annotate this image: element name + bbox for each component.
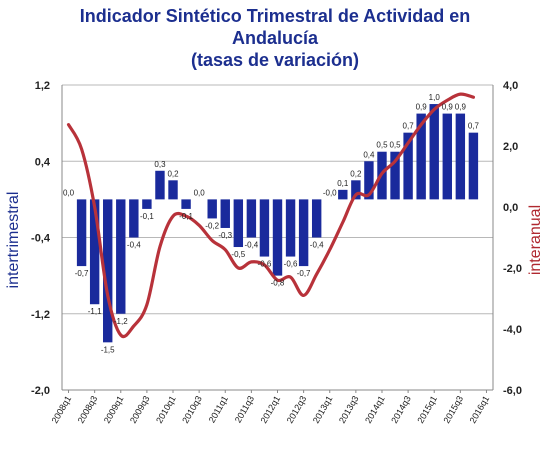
x-tick-label: 2012q3: [285, 394, 309, 425]
bar-data-label: 1,0: [429, 93, 441, 102]
bar: [443, 114, 452, 200]
bar-data-label: 0,7: [468, 122, 480, 131]
bar-data-label: -0,1: [140, 212, 154, 221]
x-tick-label: 2015q1: [415, 394, 439, 425]
bar-data-label: 0,0: [63, 188, 75, 197]
bar: [456, 114, 465, 200]
bar-data-label: -0,3: [218, 231, 232, 240]
bar: [247, 199, 256, 237]
bar: [77, 199, 86, 266]
chart-title-line-1: Indicador Sintético Trimestral de Activi…: [80, 6, 470, 26]
y-left-tick-label: -2,0: [31, 385, 50, 397]
bar-data-label: -0,2: [205, 221, 219, 230]
x-tick-label: 2010q3: [180, 394, 204, 425]
bar-data-label: 0,5: [376, 141, 388, 150]
bar-data-label: -0,7: [297, 269, 311, 278]
x-tick-label: 2010q1: [154, 394, 178, 425]
bar-data-label: 0,1: [337, 179, 349, 188]
bar-data-label: 0,9: [416, 103, 428, 112]
bar: [338, 190, 347, 200]
x-tick-label: 2015q3: [441, 394, 465, 425]
y-right-tick-label: -6,0: [503, 385, 522, 397]
y-left-tick-label: -1,2: [31, 309, 50, 321]
bar: [142, 199, 151, 209]
bar: [312, 199, 321, 237]
bar-data-label: -1,5: [101, 345, 115, 354]
x-tick-label: 2014q3: [389, 394, 413, 425]
y-right-tick-label: -2,0: [503, 263, 522, 275]
bar: [469, 133, 478, 200]
bar-data-label: -0,4: [244, 241, 258, 250]
y-left-tick-label: 0,4: [35, 156, 51, 168]
x-tick-label: 2013q1: [311, 394, 335, 425]
x-tick-label: 2011q3: [233, 394, 256, 424]
bar: [234, 199, 243, 247]
y-left-tick-label: -0,4: [31, 233, 51, 245]
bar-data-label: -0,6: [258, 260, 272, 269]
x-tick-label: 2011q1: [207, 394, 230, 424]
bar-layer: [64, 104, 478, 342]
bar-data-label: 0,0: [194, 188, 206, 197]
bar-data-label: -0,5: [231, 250, 245, 259]
x-tick-label: 2009q3: [128, 394, 152, 425]
bar: [430, 104, 439, 199]
bar-data-label: 0,2: [167, 169, 179, 178]
bar: [181, 199, 190, 209]
bar-data-label: -0,7: [75, 269, 89, 278]
x-tick-label: 2012q1: [259, 394, 283, 425]
bar-data-label: 0,5: [389, 141, 401, 150]
chart-title-line-3: (tasas de variación): [191, 50, 359, 70]
bar-data-label: -0,8: [271, 279, 285, 288]
bar: [286, 199, 295, 256]
bar-data-label: -0,6: [284, 260, 298, 269]
bar-data-label: -1,1: [88, 307, 102, 316]
x-tick-label: 2016q1: [468, 394, 492, 425]
chart-title-line-2: Andalucía: [232, 28, 319, 48]
bar-data-label: 0,4: [363, 150, 375, 159]
bar: [155, 171, 164, 200]
y-left-tick-label: 1,2: [35, 80, 50, 92]
bar-data-label: 0,3: [154, 160, 166, 169]
bar: [116, 199, 125, 313]
bar: [299, 199, 308, 266]
bar-data-label: 0,2: [350, 169, 362, 178]
x-tick-label: 2008q3: [76, 394, 100, 425]
bar-data-label: -0,1: [179, 212, 193, 221]
x-tick-label: 2014q1: [363, 394, 387, 425]
y-right-tick-label: 4,0: [503, 80, 518, 92]
bar: [129, 199, 138, 237]
bar: [221, 199, 230, 228]
y-right-tick-label: -4,0: [503, 324, 522, 336]
y-right-tick-label: 0,0: [503, 202, 518, 214]
bar: [273, 199, 282, 275]
bar-data-label: -0,4: [310, 241, 324, 250]
bar-data-label: -0,4: [127, 241, 141, 250]
bar-data-label: -1,2: [114, 317, 128, 326]
bar-data-label: 0,9: [442, 103, 454, 112]
y-axis-right-label: interanual: [527, 205, 544, 275]
x-tick-label: 2008q1: [50, 394, 74, 425]
bar: [168, 180, 177, 199]
y-axis-left-label: intertrimestral: [5, 192, 22, 289]
bar: [260, 199, 269, 256]
y-right-tick-label: 2,0: [503, 141, 518, 153]
bar-data-label: 0,7: [403, 122, 415, 131]
x-tick-label: 2009q1: [102, 394, 126, 425]
bar-data-label: 0,9: [455, 103, 467, 112]
x-tick-label: 2013q3: [337, 394, 361, 425]
bar-data-label: -0,0: [323, 188, 337, 197]
bar: [207, 199, 216, 218]
